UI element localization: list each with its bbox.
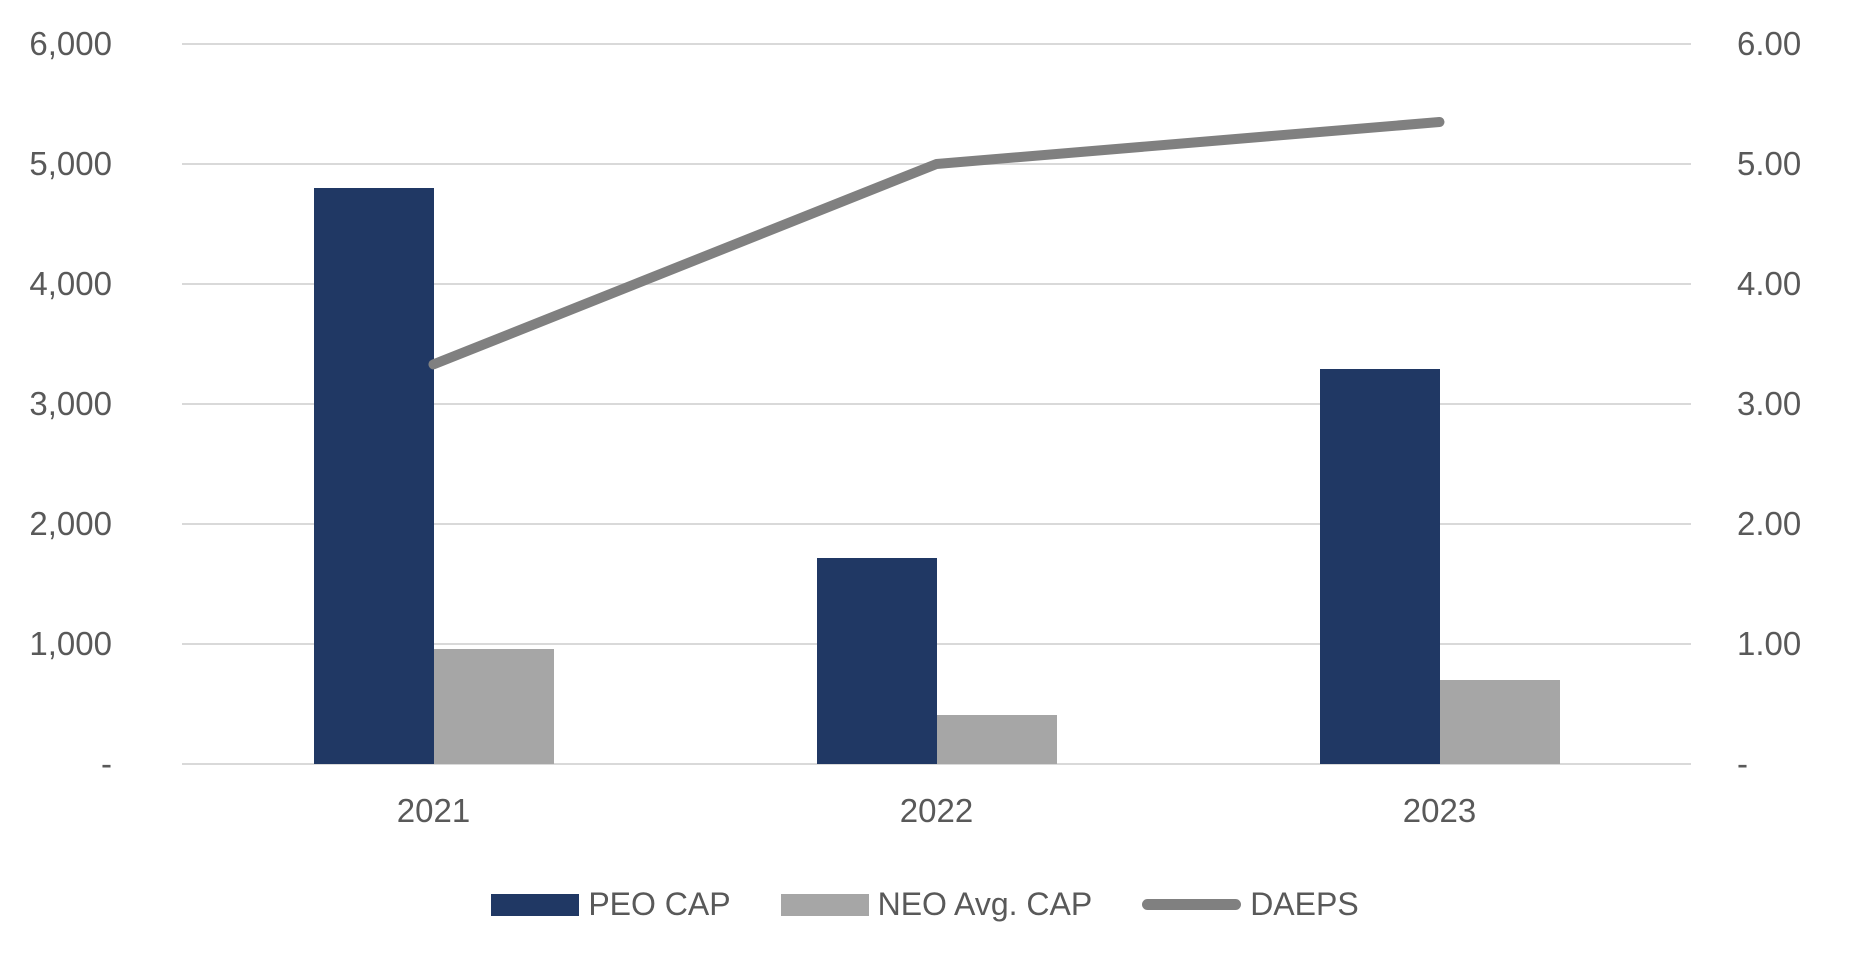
gridline xyxy=(182,643,1691,645)
right-axis-tick-label: 1.00 xyxy=(1737,625,1802,662)
bar-neo-avg-cap-2021 xyxy=(433,648,554,764)
left-axis-tick-label: 2,000 xyxy=(29,505,112,542)
right-axis-tick-label: - xyxy=(1737,745,1748,782)
right-axis-tick-label: 4.00 xyxy=(1737,265,1802,302)
legend: PEO CAP NEO Avg. CAP DAEPS xyxy=(0,886,1850,923)
right-axis-tick-label: 6.00 xyxy=(1737,25,1802,62)
legend-item-peo-cap: PEO CAP xyxy=(491,886,731,923)
gridline xyxy=(182,763,1691,765)
right-axis-tick-label: 3.00 xyxy=(1737,385,1802,422)
gridline xyxy=(182,523,1691,525)
right-axis-tick-label: 5.00 xyxy=(1737,145,1802,182)
legend-bar-swatch xyxy=(491,893,580,916)
left-axis-tick-label: 4,000 xyxy=(29,265,112,302)
bar-peo-cap-2023 xyxy=(1319,369,1440,764)
gridline xyxy=(182,283,1691,285)
legend-bar-swatch xyxy=(780,893,869,916)
line-series-daeps xyxy=(428,117,1445,370)
gridline xyxy=(182,403,1691,405)
gridline xyxy=(182,43,1691,45)
plot-area xyxy=(182,43,1691,765)
left-axis-tick-label: 3,000 xyxy=(29,385,112,422)
category-label-2022: 2022 xyxy=(899,792,974,829)
left-axis-tick-label: 5,000 xyxy=(29,145,112,182)
line-daeps xyxy=(428,117,1445,370)
bar-neo-avg-cap-2022 xyxy=(936,714,1057,764)
legend-line-swatch xyxy=(1142,899,1242,910)
bar-neo-avg-cap-2023 xyxy=(1439,680,1560,764)
legend-label: PEO CAP xyxy=(588,886,731,922)
right-axis-tick-label: 2.00 xyxy=(1737,505,1802,542)
bar-peo-cap-2021 xyxy=(313,188,434,764)
bar-peo-cap-2022 xyxy=(816,557,937,764)
legend-item-neo-avg-cap: NEO Avg. CAP xyxy=(780,886,1093,923)
legend-label: NEO Avg. CAP xyxy=(877,886,1093,922)
left-axis-tick-label: 1,000 xyxy=(29,625,112,662)
left-axis-tick-label: - xyxy=(101,745,112,782)
legend-label: DAEPS xyxy=(1250,886,1359,922)
category-label-2021: 2021 xyxy=(396,792,471,829)
category-label-2023: 2023 xyxy=(1402,792,1477,829)
left-axis-tick-label: 6,000 xyxy=(29,25,112,62)
legend-item-daeps: DAEPS xyxy=(1142,886,1359,923)
